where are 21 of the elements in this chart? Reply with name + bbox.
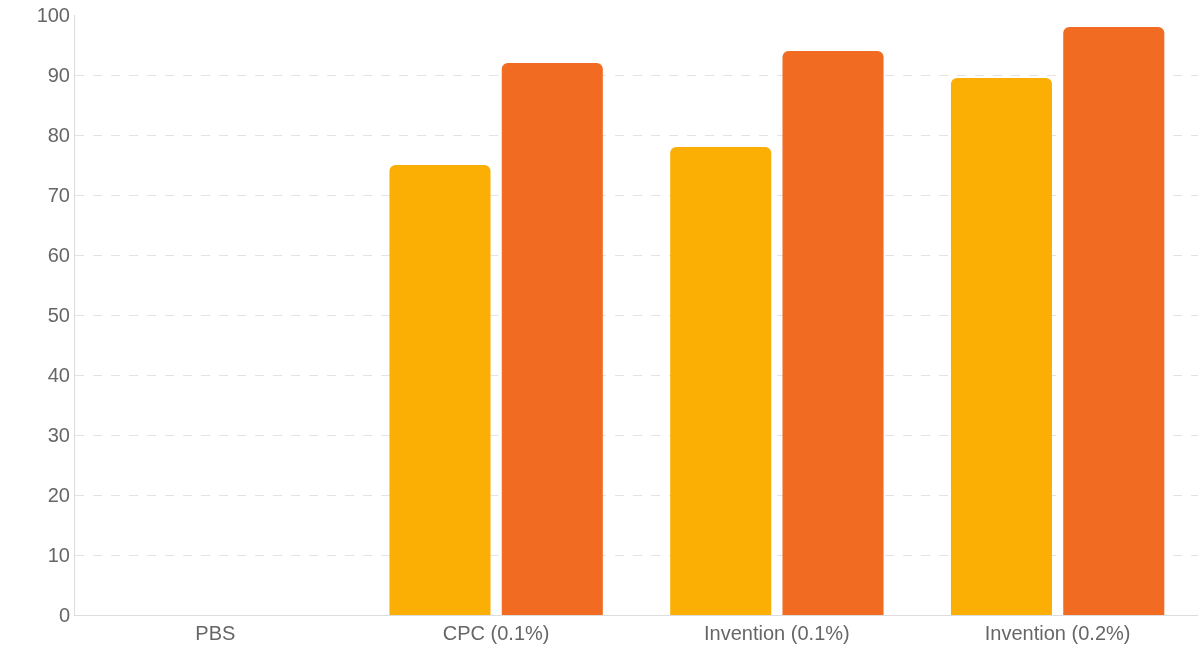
x-tick-label: PBS (195, 622, 236, 644)
y-tick-label: 0 (58, 604, 70, 626)
bar (1063, 27, 1165, 615)
y-tick-label: 50 (47, 304, 70, 326)
y-tick-label: 60 (47, 244, 70, 266)
y-tick-label: 20 (47, 484, 70, 506)
y-tick-label: 10 (47, 544, 70, 566)
y-tick-label: 70 (47, 184, 70, 206)
x-tick-label: Invention (0.2%) (984, 622, 1131, 644)
bar (950, 78, 1053, 615)
bar (389, 165, 491, 615)
y-tick-label: 80 (47, 124, 70, 146)
bar (501, 63, 603, 615)
x-tick-label: Invention (0.1%) (704, 622, 850, 644)
y-tick-label: 30 (47, 424, 70, 446)
y-tick-label: 90 (47, 64, 70, 86)
bar (670, 147, 772, 615)
y-tick-label: 40 (47, 364, 70, 386)
x-tick-label: CPC (0.1%) (442, 622, 550, 644)
bar (782, 51, 884, 615)
y-tick-label: 100 (36, 4, 70, 26)
